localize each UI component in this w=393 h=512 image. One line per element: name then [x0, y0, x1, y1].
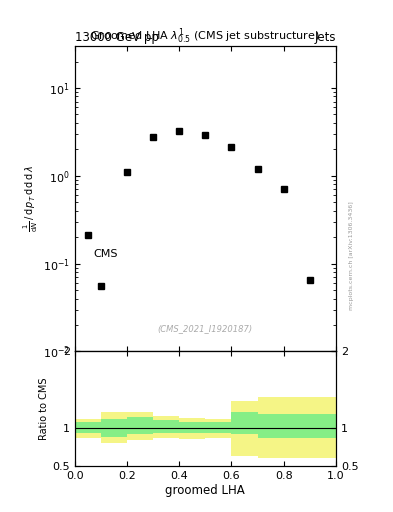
Text: mcplots.cern.ch [arXiv:1306.3436]: mcplots.cern.ch [arXiv:1306.3436] [349, 202, 354, 310]
Title: Groomed LHA $\lambda^{1}_{0.5}$ (CMS jet substructure): Groomed LHA $\lambda^{1}_{0.5}$ (CMS jet… [90, 27, 320, 46]
Text: 13000 GeV pp: 13000 GeV pp [75, 31, 158, 44]
Text: (CMS_2021_I1920187): (CMS_2021_I1920187) [158, 324, 253, 333]
Text: Jets: Jets [314, 31, 336, 44]
Y-axis label: Ratio to CMS: Ratio to CMS [39, 377, 50, 440]
Y-axis label: $\frac{1}{\mathrm{d}N}\,/\,\mathrm{d}\,p_T\,\mathrm{d}\,\mathrm{d}\,\mathrm{d}\,: $\frac{1}{\mathrm{d}N}\,/\,\mathrm{d}\,p… [22, 165, 40, 232]
X-axis label: groomed LHA: groomed LHA [165, 483, 245, 497]
Text: CMS: CMS [93, 249, 118, 259]
